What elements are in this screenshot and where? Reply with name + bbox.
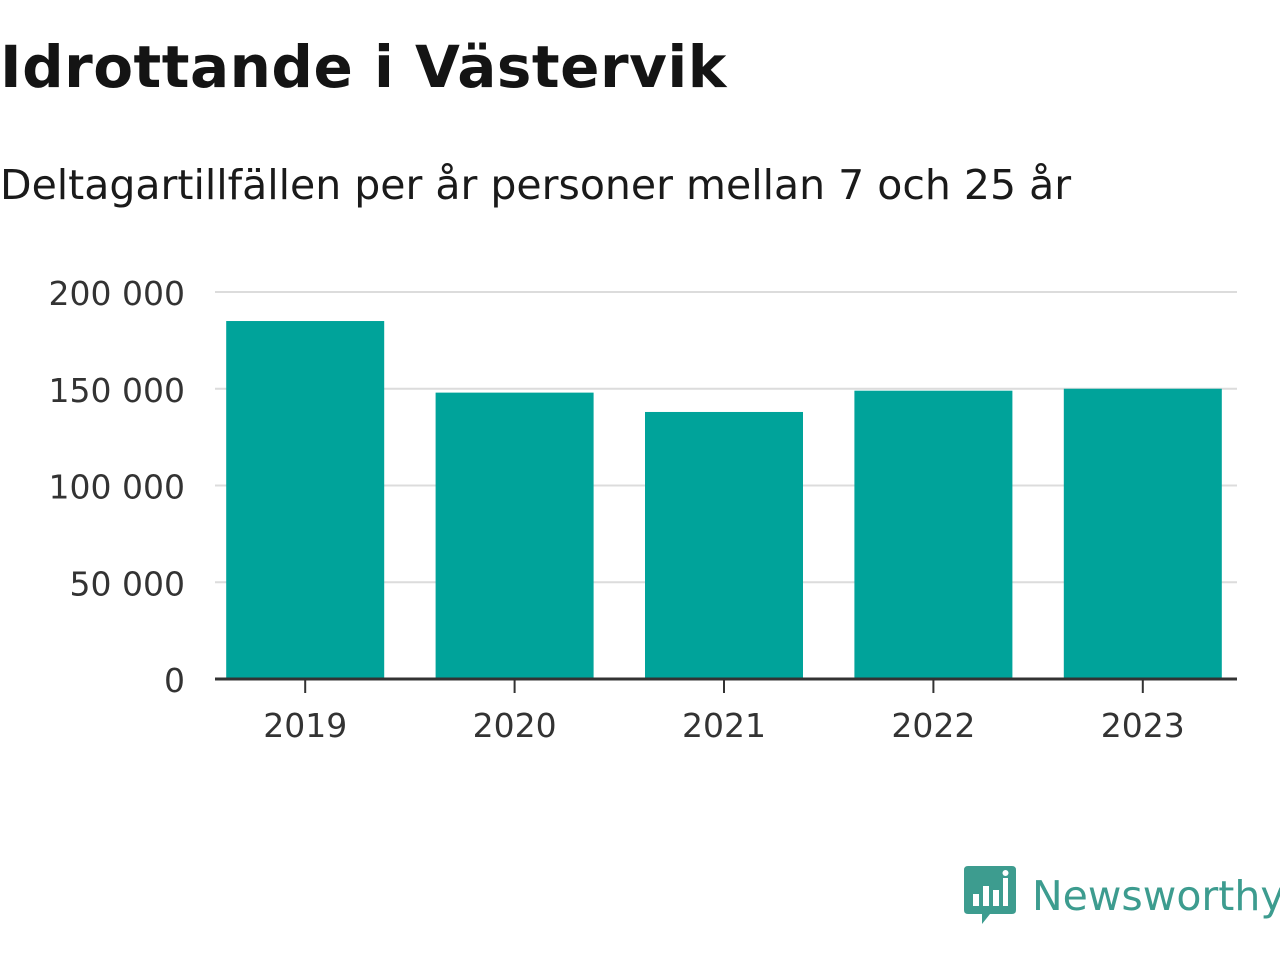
y-tick-label: 100 000 <box>49 468 185 507</box>
x-tick-label: 2019 <box>263 706 347 745</box>
y-tick-label: 0 <box>164 661 185 700</box>
x-tick-label: 2020 <box>473 706 557 745</box>
y-tick-label: 50 000 <box>70 564 185 603</box>
logo-text: Newsworthy <box>1032 871 1280 920</box>
y-tick-label: 200 000 <box>49 274 185 313</box>
bar-2019 <box>226 321 385 679</box>
y-tick-label: 150 000 <box>49 371 185 410</box>
bar-2020 <box>435 392 594 679</box>
newsworthy-logo-icon <box>964 866 1016 924</box>
newsworthy-logo: Newsworthy <box>964 866 1280 926</box>
bar-2023 <box>1063 388 1222 679</box>
chart-subtitle: Deltagartillfällen per år personer mella… <box>0 161 1072 209</box>
bar-2022 <box>854 390 1013 679</box>
chart-title: Idrottande i Västervik <box>0 33 727 101</box>
x-tick-label: 2023 <box>1101 706 1185 745</box>
x-tick-label: 2021 <box>682 706 766 745</box>
bar-chart: 0 50 000 100 000 150 000 200 000 2019 2020 2021… <box>49 274 1237 745</box>
x-tick-label: 2022 <box>891 706 975 745</box>
bar-2021 <box>645 411 803 679</box>
